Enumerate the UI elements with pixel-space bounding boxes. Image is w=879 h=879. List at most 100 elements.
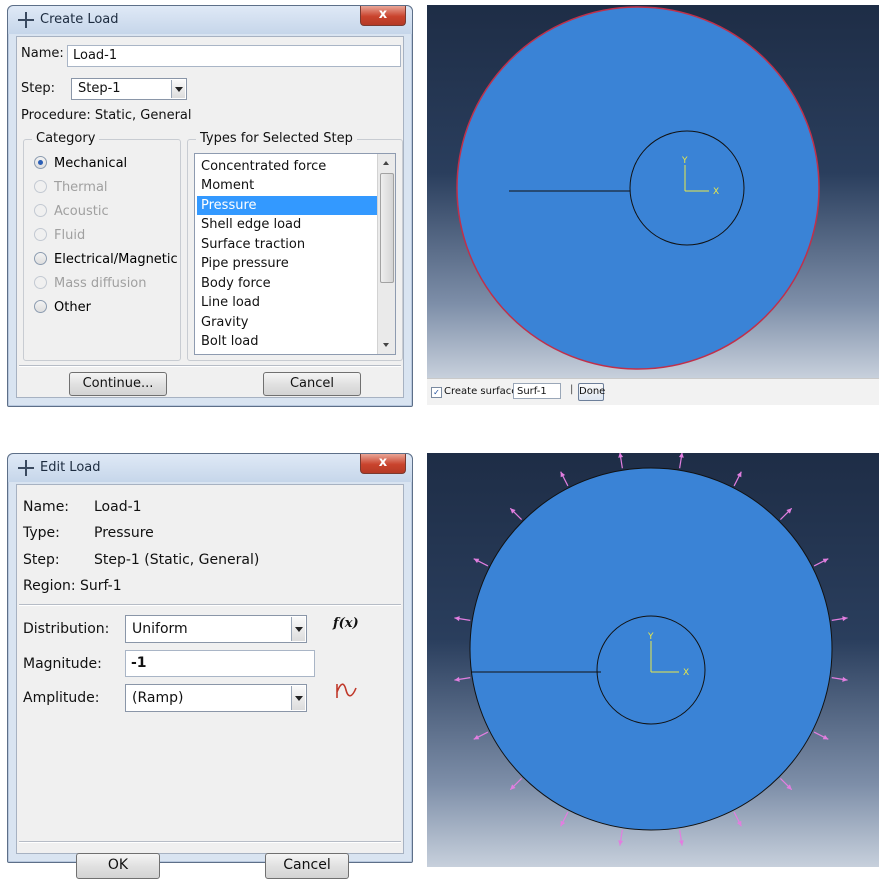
pressure-load-arrows — [454, 453, 848, 846]
procedure-label: Procedure: Static, General — [21, 108, 192, 123]
category-label: Mechanical — [54, 156, 128, 171]
scroll-down-icon[interactable] — [378, 337, 395, 354]
ok-button[interactable]: OK — [76, 853, 160, 879]
viewport-bottom[interactable]: Y X — [427, 453, 879, 867]
magnitude-field[interactable]: -1 — [125, 650, 315, 677]
prompt-area: ✓ Create surface: Surf-1 | Done — [427, 378, 879, 405]
list-item[interactable]: Concentrated force — [201, 159, 327, 174]
divider — [19, 365, 401, 367]
dialog-title: Edit Load — [40, 460, 101, 475]
load-arrowhead — [842, 616, 848, 622]
create-surface-label: Create surface: — [444, 386, 521, 397]
load-arrowhead — [618, 840, 624, 846]
create-load-dialog: Create Load x Name: Load-1 Step: Step-1 … — [7, 5, 413, 407]
list-item[interactable]: Shell edge load — [201, 217, 302, 232]
procedure-value: Static, General — [94, 108, 192, 123]
category-other[interactable]: Other — [34, 300, 91, 315]
function-fx-icon[interactable]: f(x) — [333, 616, 359, 631]
triad-y-label: Y — [647, 632, 654, 642]
step-label: Step: — [23, 552, 60, 568]
amplitude-select[interactable]: (Ramp) — [125, 684, 307, 712]
category-label: Other — [54, 300, 91, 315]
close-button[interactable]: x — [360, 454, 406, 474]
list-item[interactable]: Gravity — [201, 315, 249, 330]
divider — [19, 841, 401, 843]
continue-button[interactable]: Continue... — [69, 372, 167, 396]
radio-icon — [34, 228, 47, 241]
step-value: Step-1 (Static, General) — [94, 552, 260, 568]
title-bar[interactable]: Create Load x — [8, 6, 412, 34]
dialog-title: Create Load — [40, 12, 119, 27]
types-group: Types for Selected Step Concentrated for… — [187, 131, 403, 361]
done-button[interactable]: Done — [578, 383, 605, 401]
step-select-value: Step-1 — [78, 81, 121, 96]
chevron-down-icon[interactable] — [291, 617, 305, 641]
amplitude-wave-icon[interactable] — [335, 682, 359, 702]
cancel-button[interactable]: Cancel — [265, 853, 349, 879]
list-item[interactable]: Pipe pressure — [201, 256, 289, 271]
name-label: Name: — [23, 499, 70, 515]
list-item[interactable]: Body force — [201, 276, 271, 291]
category-electrical-magnetic[interactable]: Electrical/Magnetic — [34, 252, 178, 267]
edit-load-dialog: Edit Load x Name: Load-1 Type: Pressure … — [7, 453, 413, 879]
list-item[interactable]: Bolt load — [201, 334, 259, 349]
cancel-button[interactable]: Cancel — [263, 372, 361, 396]
viewport-top[interactable]: Y X — [427, 5, 879, 378]
load-arrowhead — [560, 820, 566, 827]
type-value: Pressure — [94, 525, 154, 541]
model-view-bottom: Y X — [454, 453, 848, 846]
name-field[interactable]: Load-1 — [67, 45, 401, 67]
category-group: Category Mechanical Thermal Acoustic Flu… — [23, 131, 181, 361]
magnitude-label: Magnitude: — [23, 656, 102, 672]
chevron-down-icon[interactable] — [171, 80, 185, 98]
scroll-up-icon[interactable] — [378, 154, 395, 171]
app-cross-icon — [18, 12, 34, 28]
region-label: Region: — [23, 578, 76, 594]
category-label: Mass diffusion — [54, 276, 147, 291]
list-item[interactable]: Surface traction — [201, 237, 306, 252]
step-select[interactable]: Step-1 — [71, 78, 187, 100]
list-item[interactable]: Line load — [201, 295, 261, 310]
name-label: Name: — [21, 46, 64, 61]
scrollbar[interactable] — [377, 154, 395, 354]
category-title: Category — [32, 131, 100, 146]
category-acoustic: Acoustic — [34, 204, 109, 219]
category-fluid: Fluid — [34, 228, 85, 243]
distribution-select[interactable]: Uniform — [125, 615, 307, 643]
procedure-label-text: Procedure: — [21, 108, 91, 123]
types-list[interactable]: Concentrated force Moment Pressure Shell… — [194, 153, 396, 355]
category-label: Fluid — [54, 228, 86, 243]
load-arrowhead — [786, 784, 792, 790]
app-cross-icon — [18, 460, 34, 476]
outer-circle-selected[interactable] — [456, 6, 820, 370]
radio-icon — [34, 300, 47, 313]
category-mass-diffusion: Mass diffusion — [34, 276, 147, 291]
scroll-thumb[interactable] — [380, 173, 394, 283]
load-arrowhead — [842, 676, 848, 682]
create-surface-checkbox[interactable]: ✓ — [431, 387, 442, 398]
step-label: Step: — [21, 81, 55, 96]
title-bar[interactable]: Edit Load x — [8, 454, 412, 482]
surface-name-input[interactable]: Surf-1 — [513, 383, 561, 399]
category-mechanical[interactable]: Mechanical — [34, 156, 127, 171]
inner-circle — [629, 130, 745, 246]
chevron-down-icon[interactable] — [291, 686, 305, 710]
radio-selected-icon — [34, 156, 47, 169]
name-value: Load-1 — [94, 499, 142, 515]
radio-icon — [34, 204, 47, 217]
load-arrowhead — [736, 820, 742, 827]
separator: | — [570, 384, 574, 395]
category-label: Acoustic — [54, 204, 109, 219]
list-item[interactable]: Moment — [201, 178, 255, 193]
close-button[interactable]: x — [360, 6, 406, 26]
category-label: Electrical/Magnetic — [54, 252, 178, 267]
triad-x-label: X — [683, 668, 689, 678]
dialog-body: Name: Load-1 Type: Pressure Step: Step-1… — [16, 484, 404, 879]
load-arrowhead — [473, 734, 480, 740]
amplitude-value: (Ramp) — [132, 690, 184, 706]
model-view-top: Y X — [456, 6, 820, 370]
list-item-selected[interactable]: Pressure — [197, 196, 377, 215]
distribution-label: Distribution: — [23, 621, 110, 637]
load-arrowhead — [454, 676, 460, 682]
distribution-value: Uniform — [132, 621, 188, 637]
